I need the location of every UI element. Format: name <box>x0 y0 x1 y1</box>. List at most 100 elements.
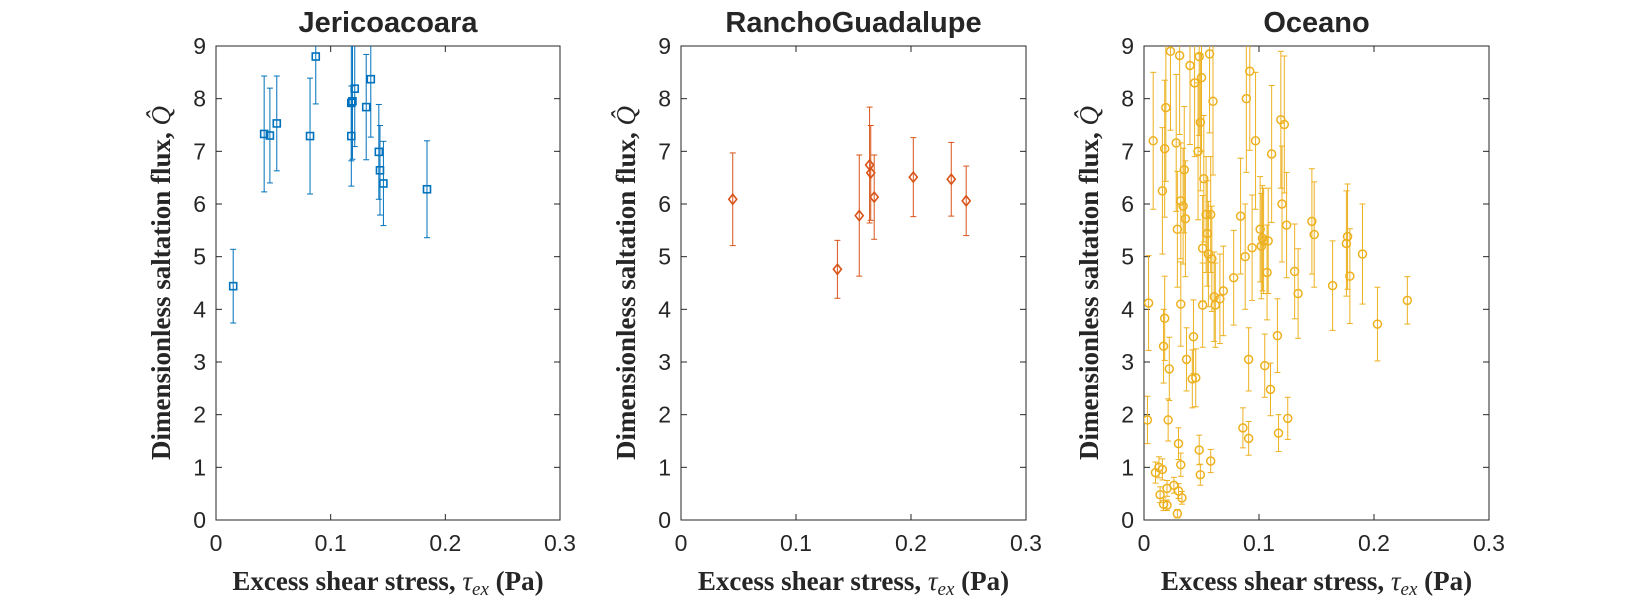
data-point <box>1194 51 1204 62</box>
panel-title: Oceano <box>1263 7 1369 39</box>
data-point <box>1178 201 1188 211</box>
y-tick-label: 2 <box>658 402 671 428</box>
y-tick-label: 0 <box>1121 507 1134 533</box>
panel-jericoacoara: Jericoacoara 0 0.1 0.2 0.3 0 1 2 3 4 5 6 7 8 9 Excess s… <box>146 7 576 600</box>
x-axis-label: Excess shear stress, τex (Pa) <box>1161 566 1472 600</box>
x-axis-label-subscript: ex <box>1401 579 1418 600</box>
data-point <box>1159 143 1170 154</box>
data-point <box>1194 445 1204 455</box>
x-axis-label-text: Excess shear stress, <box>232 566 462 596</box>
data-point <box>1247 242 1257 253</box>
data-series <box>228 46 432 324</box>
data-point <box>1262 267 1272 278</box>
data-point <box>1148 136 1158 146</box>
y-tick-label: 2 <box>1121 402 1134 428</box>
data-point <box>1372 319 1383 329</box>
y-tick-label: 5 <box>658 244 671 270</box>
data-series <box>727 106 972 299</box>
data-point <box>727 192 738 206</box>
data-point <box>265 131 275 140</box>
data-point <box>946 172 957 186</box>
data-point <box>1144 298 1154 308</box>
data-point <box>1181 354 1192 365</box>
x-axis-label-subscript: ex <box>938 579 955 600</box>
data-point <box>1162 500 1172 511</box>
x-tick-label: 0.3 <box>544 530 576 556</box>
data-point <box>348 97 357 106</box>
y-tick-label: 6 <box>193 191 206 217</box>
y-tick-label: 7 <box>1121 138 1134 164</box>
x-tick-label: 0.2 <box>895 530 927 556</box>
y-tick-label: 1 <box>1121 454 1134 480</box>
x-axis-label-symbol: τ <box>1391 566 1402 596</box>
panel-title: Jericoacoara <box>299 7 479 39</box>
data-point <box>1197 300 1208 310</box>
y-tick-label: 4 <box>193 296 206 322</box>
y-tick-label: 3 <box>1121 349 1134 375</box>
data-point <box>961 194 972 208</box>
data-point <box>361 102 371 112</box>
data-point <box>1159 313 1170 324</box>
x-tick-label: 0.1 <box>315 530 347 556</box>
y-axis-label-text: Dimensionless saltation flux, <box>146 125 176 460</box>
data-point <box>1163 415 1173 425</box>
data-point <box>272 119 282 128</box>
data-point <box>1265 384 1276 395</box>
data-point <box>1197 243 1208 253</box>
x-tick-label: 0.3 <box>1473 530 1505 556</box>
panel-ranchoguadalupe: RanchoGuadalupe 0 0.1 0.2 0.3 0 1 2 3 4 5 6 7 8 9 Exces… <box>611 7 1042 600</box>
x-tick-label: 0.2 <box>1358 530 1390 556</box>
y-tick-label: 8 <box>1121 86 1134 112</box>
data-point <box>1164 364 1175 374</box>
axes-box <box>680 45 1027 521</box>
x-tick-label: 0 <box>1138 530 1151 556</box>
panel-oceano: Oceano 0 0.1 0.2 0.3 0 1 2 3 4 5 6 7 8 9 Excess shear s… <box>1074 7 1505 600</box>
data-series <box>1144 46 1413 519</box>
data-point <box>1185 60 1195 71</box>
axes-box <box>1143 45 1490 521</box>
data-point <box>1250 136 1261 146</box>
data-point <box>1289 266 1300 277</box>
data-point <box>1273 428 1284 438</box>
data-point <box>1327 280 1338 291</box>
y-tick-label: 5 <box>1121 244 1134 270</box>
data-point <box>1158 341 1169 351</box>
data-point <box>1281 220 1292 230</box>
data-point <box>832 263 843 276</box>
data-point <box>1177 493 1187 503</box>
data-point <box>1157 464 1168 475</box>
data-point <box>908 170 919 184</box>
data-point <box>1341 238 1352 249</box>
data-point <box>1199 173 1209 184</box>
data-point <box>1307 216 1317 227</box>
y-tick-label: 8 <box>658 86 671 112</box>
y-tick-label: 7 <box>658 138 671 164</box>
data-point <box>1176 299 1186 309</box>
y-axis-label-text: Dimensionless saltation flux, <box>1074 125 1104 460</box>
data-point <box>1172 508 1183 519</box>
y-axis-label: Dimensionless saltation flux, Q̂ <box>611 106 641 460</box>
data-point <box>1161 102 1171 113</box>
y-axis-label-symbol: Q̂ <box>611 106 641 126</box>
x-axis-label: Excess shear stress, τex (Pa) <box>698 566 1009 600</box>
y-tick-label: 9 <box>658 33 671 59</box>
y-tick-label: 2 <box>193 402 206 428</box>
data-point <box>1205 456 1216 466</box>
data-point <box>1196 72 1207 83</box>
data-point <box>1228 272 1239 283</box>
y-tick-label: 3 <box>658 349 671 375</box>
y-tick-label: 5 <box>193 244 206 270</box>
data-point <box>1191 373 1201 383</box>
data-point <box>1241 93 1252 104</box>
data-point <box>350 84 360 93</box>
data-point <box>1205 209 1216 220</box>
y-tick-label: 1 <box>658 454 671 480</box>
y-tick-label: 4 <box>1121 296 1134 322</box>
x-tick-label: 0 <box>210 530 223 556</box>
data-point <box>1208 96 1218 107</box>
y-tick-label: 9 <box>1121 33 1134 59</box>
x-axis-label-symbol: τ <box>462 566 473 596</box>
data-point <box>1279 119 1290 130</box>
data-point <box>1195 469 1206 480</box>
data-point <box>1218 286 1229 296</box>
